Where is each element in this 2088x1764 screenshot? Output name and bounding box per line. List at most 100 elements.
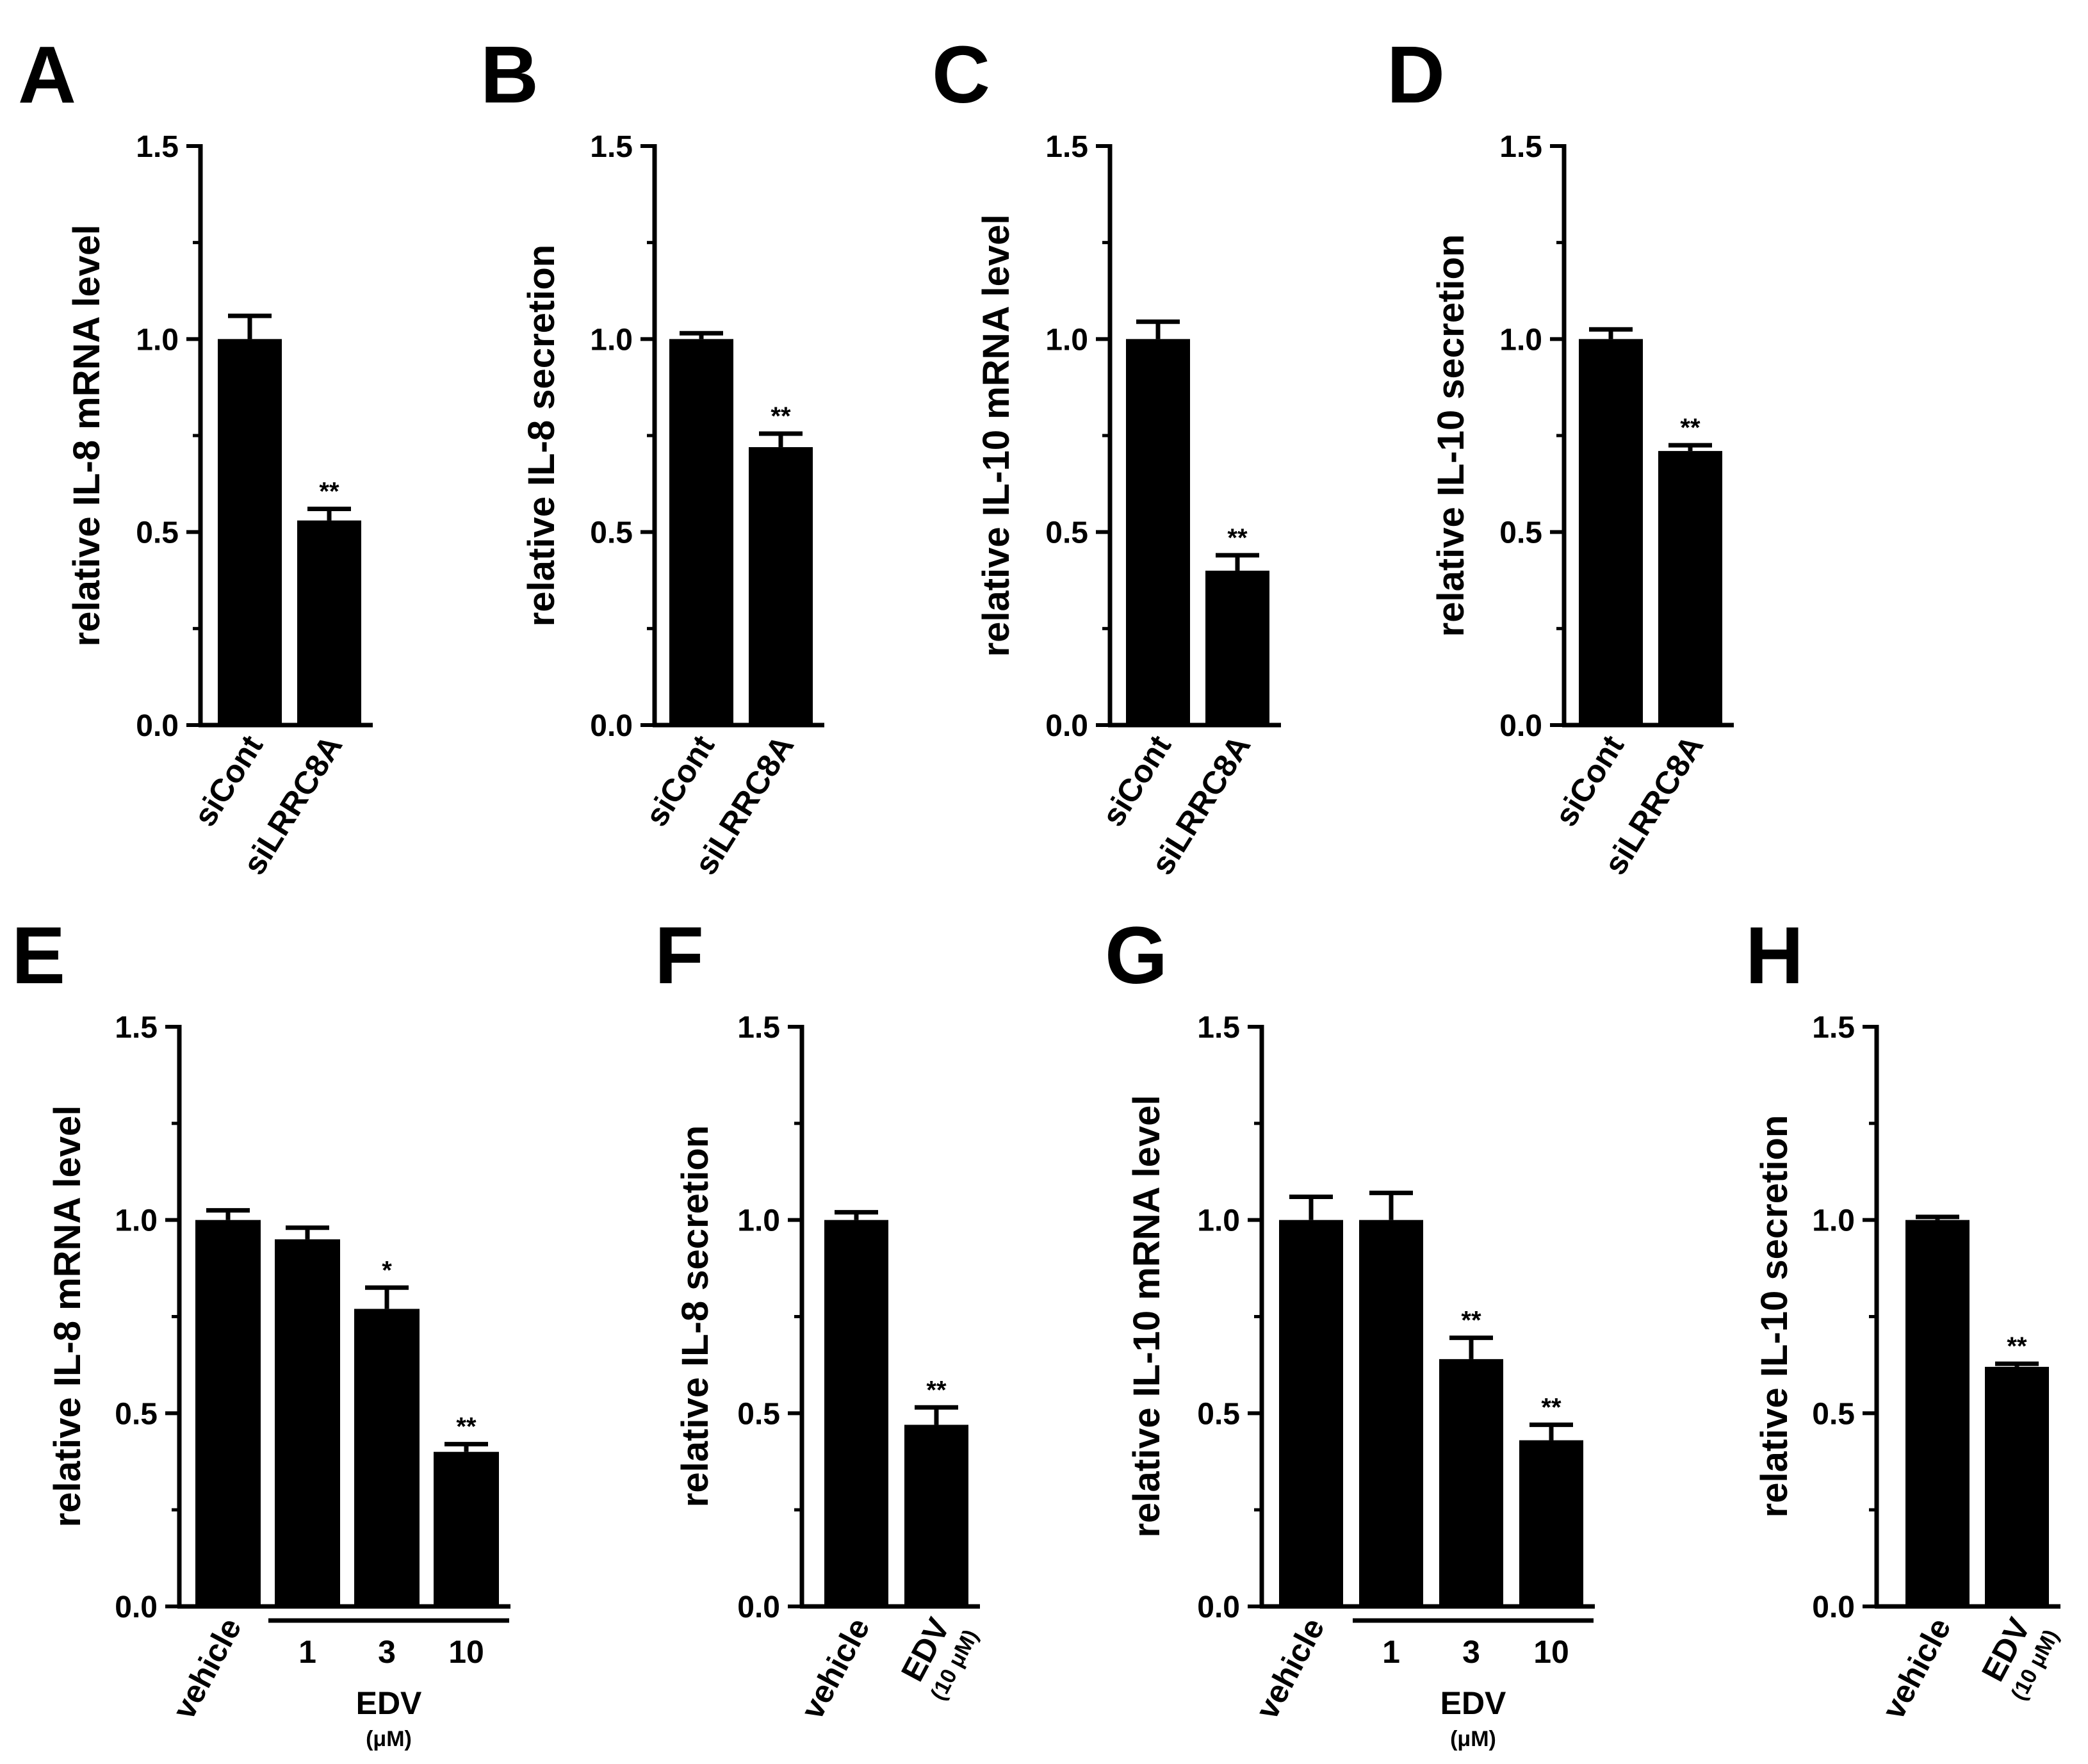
y-tick-label: 0.5	[737, 1397, 780, 1431]
x-category-label: 1	[298, 1634, 316, 1670]
y-tick-label: 1.0	[136, 323, 179, 357]
y-tick-label: 0.0	[1045, 709, 1088, 743]
y-tick-label: 0.0	[1197, 1590, 1240, 1624]
panel-a: A 0.0 0.5 1.0 1.5 relative IL-8 mRNA level ** s…	[18, 29, 373, 881]
y-tick-label: 1.5	[1812, 1011, 1855, 1045]
bar	[669, 339, 733, 725]
significance-label: **	[1541, 1393, 1562, 1421]
y-tick-label: 1.5	[136, 130, 179, 164]
bar	[1658, 451, 1722, 725]
panel-letter: D	[1387, 29, 1445, 120]
x-category-label: 10	[448, 1634, 484, 1670]
bar	[1205, 570, 1269, 725]
x-category-label: siCont	[186, 729, 270, 833]
y-tick-label: 0.0	[737, 1590, 780, 1624]
x-category-label: 3	[378, 1634, 396, 1670]
x-category-label: 3	[1462, 1634, 1480, 1670]
x-category-label: 10	[1533, 1634, 1569, 1670]
y-tick-label: 0.0	[136, 709, 179, 743]
bar	[1985, 1366, 2049, 1606]
y-tick-label: 1.5	[1197, 1011, 1240, 1045]
significance-label: **	[1461, 1307, 1481, 1335]
group-sublabel: (μM)	[1450, 1727, 1496, 1751]
y-tick-label: 1.5	[115, 1011, 158, 1045]
panel-b: B 0.0 0.5 1.0 1.5 relative IL-8 secretion ** si…	[480, 29, 824, 881]
y-axis-label: relative IL-8 secretion	[674, 1125, 716, 1507]
group-label: EDV	[356, 1685, 422, 1721]
y-tick-label: 1.5	[1045, 130, 1088, 164]
y-tick-label: 0.5	[1197, 1397, 1240, 1431]
x-category-label: vehicle	[166, 1612, 249, 1725]
panel-c: C 0.0 0.5 1.0 1.5 relative IL-10 mRNA level **…	[932, 29, 1281, 881]
y-tick-label: 0.0	[1812, 1590, 1855, 1624]
bar	[1905, 1220, 1970, 1606]
bar	[904, 1425, 968, 1606]
y-axis-label: relative IL-8 mRNA level	[66, 225, 108, 647]
bar	[749, 447, 813, 725]
bar	[1279, 1220, 1343, 1606]
y-tick-label: 1.0	[115, 1204, 158, 1238]
panel-f: F 0.0 0.5 1.0 1.5 relative IL-8 secretion ** ve…	[655, 910, 983, 1725]
bar	[1126, 339, 1190, 725]
significance-label: **	[319, 478, 339, 506]
y-tick-label: 1.5	[590, 130, 633, 164]
y-tick-label: 0.0	[1499, 709, 1542, 743]
bar	[354, 1309, 420, 1606]
y-tick-label: 1.0	[1499, 323, 1542, 357]
x-category-label: vehicle	[1875, 1612, 1958, 1725]
significance-label: **	[926, 1376, 947, 1404]
y-axis-label: relative IL-10 mRNA level	[975, 215, 1017, 657]
panel-letter: E	[12, 910, 65, 1000]
significance-label: **	[2007, 1332, 2027, 1360]
panel-letter: A	[18, 29, 76, 120]
bar	[1359, 1220, 1423, 1606]
bar	[275, 1239, 340, 1606]
y-tick-label: 1.0	[1045, 323, 1088, 357]
x-category-label: 1	[1382, 1634, 1400, 1670]
panel-letter: F	[655, 910, 704, 1000]
bar	[824, 1220, 888, 1606]
y-axis-label: relative IL-10 mRNA level	[1126, 1095, 1168, 1538]
significance-label: *	[382, 1256, 392, 1284]
panel-letter: B	[480, 29, 539, 120]
significance-label: **	[1227, 524, 1248, 552]
y-tick-label: 0.5	[1045, 516, 1088, 550]
panel-letter: G	[1105, 910, 1168, 1000]
panel-letter: H	[1745, 910, 1804, 1000]
y-tick-label: 1.0	[1197, 1204, 1240, 1238]
panel-letter: C	[932, 29, 990, 120]
y-axis-label: relative IL-10 secretion	[1430, 234, 1472, 637]
bar	[195, 1220, 261, 1606]
y-tick-label: 0.0	[115, 1590, 158, 1624]
y-tick-label: 0.5	[590, 516, 633, 550]
panel-h: H 0.0 0.5 1.0 1.5 relative IL-10 secretion ** v…	[1745, 910, 2064, 1725]
y-axis-label: relative IL-8 mRNA level	[47, 1106, 88, 1528]
y-axis-label: relative IL-8 secretion	[521, 245, 562, 626]
significance-label: **	[771, 402, 791, 430]
bar	[1579, 339, 1643, 725]
x-category-label: vehicle	[794, 1612, 877, 1725]
x-category-label: siCont	[1547, 729, 1631, 833]
y-tick-label: 0.5	[136, 516, 179, 550]
x-category-label: siCont	[638, 729, 721, 833]
bar	[434, 1451, 499, 1606]
bar	[297, 520, 361, 725]
y-tick-label: 1.0	[737, 1204, 780, 1238]
y-axis-label: relative IL-10 secretion	[1754, 1115, 1795, 1518]
group-label: EDV	[1440, 1685, 1506, 1721]
bar	[218, 339, 282, 725]
y-tick-label: 1.5	[1499, 130, 1542, 164]
y-tick-label: 1.0	[1812, 1204, 1855, 1238]
significance-label: **	[456, 1413, 477, 1441]
bar	[1519, 1440, 1583, 1606]
x-category-label: siCont	[1095, 729, 1178, 833]
panel-g: G 0.0 0.5 1.0 1.5 relative IL-10 mRNA level **…	[1105, 910, 1595, 1751]
group-sublabel: (μM)	[366, 1727, 412, 1751]
x-category-label: vehicle	[1249, 1612, 1332, 1725]
panel-d: D 0.0 0.5 1.0 1.5 relative IL-10 secretion ** s…	[1387, 29, 1734, 881]
y-tick-label: 0.5	[115, 1397, 158, 1431]
bar	[1439, 1359, 1503, 1606]
y-tick-label: 0.0	[590, 709, 633, 743]
